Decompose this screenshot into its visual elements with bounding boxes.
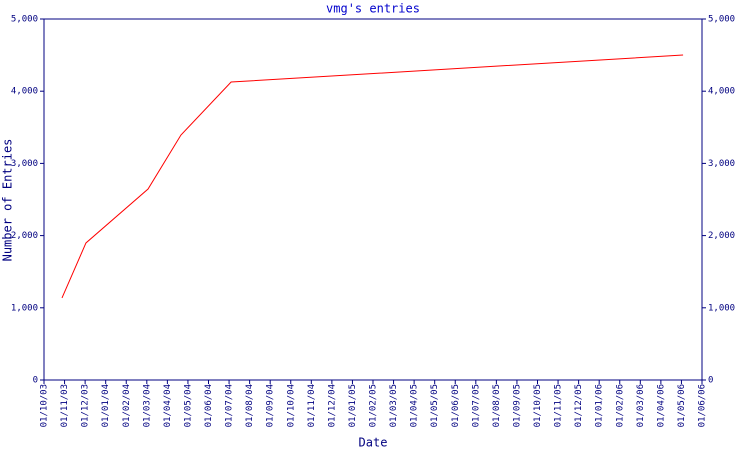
x-tick-label: 01/07/04 xyxy=(225,384,235,427)
x-axis-label: Date xyxy=(359,436,388,450)
y2-tick-label: 3,000 xyxy=(708,159,735,169)
x-tick-label: 01/04/04 xyxy=(163,384,173,427)
x-tick-label: 01/03/06 xyxy=(636,384,646,427)
x-tick-label: 01/08/05 xyxy=(492,384,502,427)
x-tick-label: 01/09/05 xyxy=(512,384,522,427)
x-tick-label: 01/07/05 xyxy=(471,384,481,427)
y2-tick-label: 1,000 xyxy=(708,303,735,313)
y-tick-label: 5,000 xyxy=(11,15,38,25)
y-tick-label: 1,000 xyxy=(11,303,38,313)
x-tick-label: 01/08/04 xyxy=(245,384,255,427)
y-tick-label: 4,000 xyxy=(11,87,38,97)
x-tick-label: 01/03/05 xyxy=(389,384,399,427)
y2-tick-label: 0 xyxy=(708,376,713,386)
x-tick-label: 01/04/05 xyxy=(410,384,420,427)
x-tick-label: 01/05/06 xyxy=(677,384,687,427)
x-tick-label: 01/01/06 xyxy=(595,384,605,427)
x-tick-label: 01/12/04 xyxy=(327,384,337,427)
x-tick-label: 01/05/04 xyxy=(183,384,193,427)
y-tick-label: 2,000 xyxy=(11,231,38,241)
x-tick-label: 01/10/04 xyxy=(286,384,296,427)
x-tick-label: 01/12/05 xyxy=(574,384,584,427)
x-tick-label: 01/02/04 xyxy=(122,384,132,427)
x-tick-label: 01/11/04 xyxy=(307,384,317,427)
x-tick-label: 01/11/05 xyxy=(554,384,564,427)
x-tick-label: 01/01/04 xyxy=(101,384,111,427)
x-tick-label: 01/09/04 xyxy=(266,384,276,427)
x-tick-label: 01/12/03 xyxy=(81,384,91,427)
y-tick-label: 0 xyxy=(33,376,38,386)
x-tick-label: 01/04/06 xyxy=(656,384,666,427)
x-tick-label: 01/10/05 xyxy=(533,384,543,427)
x-tick-label: 01/06/06 xyxy=(698,384,708,427)
x-tick-label: 01/10/03 xyxy=(40,384,50,427)
x-tick-label: 01/11/03 xyxy=(60,384,70,427)
y2-tick-label: 5,000 xyxy=(708,15,735,25)
y-axis-label: Number of Entries xyxy=(1,139,15,262)
x-tick-label: 01/03/04 xyxy=(142,384,152,427)
y-tick-label: 3,000 xyxy=(11,159,38,169)
data-line xyxy=(61,54,684,299)
x-tick-label: 01/06/04 xyxy=(204,384,214,427)
x-tick-label: 01/02/05 xyxy=(369,384,379,427)
y2-tick-label: 4,000 xyxy=(708,87,735,97)
chart-title: vmg's entries xyxy=(326,2,420,16)
x-tick-label: 01/02/06 xyxy=(615,384,625,427)
x-tick-label: 01/05/05 xyxy=(430,384,440,427)
x-tick-label: 01/01/05 xyxy=(348,384,358,427)
y2-tick-label: 2,000 xyxy=(708,231,735,241)
x-tick-label: 01/06/05 xyxy=(451,384,461,427)
